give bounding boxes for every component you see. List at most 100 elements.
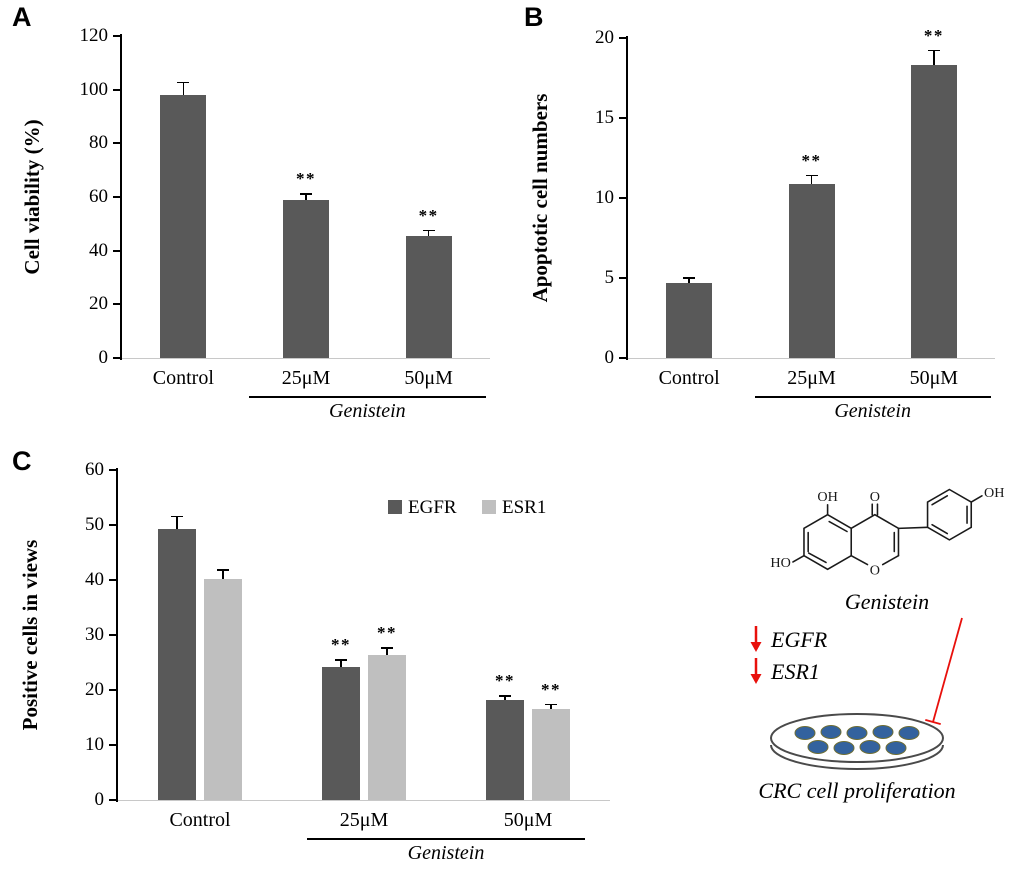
down-arrow-icon xyxy=(750,642,762,652)
error-bar-cap xyxy=(683,277,696,279)
treatment-group-label: Genistein xyxy=(407,842,485,864)
tick-mark xyxy=(619,357,628,359)
atom-oh-4prime: OH xyxy=(984,485,1004,501)
error-bar xyxy=(305,194,307,200)
y-tick-label: 60 xyxy=(89,186,108,207)
error-bar-cap xyxy=(805,174,818,177)
y-tick-label: 120 xyxy=(79,25,109,46)
x-axis-baseline xyxy=(122,358,490,359)
down-arrow-icon xyxy=(750,674,762,684)
tick-mark xyxy=(619,277,628,279)
significance-marker: ** xyxy=(801,150,822,170)
cell-icon xyxy=(846,726,868,740)
significance-marker: ** xyxy=(331,635,351,655)
panel-label-b: B xyxy=(524,2,544,32)
y-tick-label: 80 xyxy=(89,132,108,154)
panel-a-cell-viability-chart: A 0 20 40 60 80 100 120 Cell viability (%) Contr… xyxy=(0,0,510,446)
crc-cells xyxy=(794,725,920,755)
error-bar xyxy=(810,175,813,184)
mechanism-diagram-svg: OH O HO O OH Genistein EGFR ESR1 xyxy=(750,485,1005,803)
error-bar-cap xyxy=(381,647,393,649)
error-bar xyxy=(176,516,178,530)
mechanism-diagram: OH O HO O OH Genistein EGFR ESR1 xyxy=(625,446,1020,894)
bar xyxy=(368,655,406,800)
tick-mark xyxy=(619,117,628,119)
y-tick-label: 0 xyxy=(98,347,109,368)
tick-mark xyxy=(113,142,122,145)
bar xyxy=(204,579,242,800)
significance-marker: ** xyxy=(296,169,316,189)
tick-mark xyxy=(109,634,118,636)
panel-label-c: C xyxy=(12,446,32,476)
inhibition-bar xyxy=(925,719,941,725)
atom-o-ring: O xyxy=(870,563,880,579)
panel-b-apoptosis-chart: B 0 5 10 15 20 Apoptotic cell numbers Control *… xyxy=(510,0,1020,446)
error-bar xyxy=(504,696,506,701)
y-tick-label: 15 xyxy=(595,107,614,128)
tick-mark xyxy=(113,35,122,37)
error-bar-cap xyxy=(422,229,435,232)
y-tick-label: 10 xyxy=(595,187,614,208)
y-axis-title: Apoptotic cell numbers xyxy=(528,93,552,303)
significance-marker: ** xyxy=(377,623,397,643)
error-bar-cap xyxy=(545,703,557,706)
x-category-label: 50μM xyxy=(503,809,553,831)
significance-marker: ** xyxy=(418,205,439,225)
atom-ho-7: HO xyxy=(770,555,790,571)
bar xyxy=(486,700,524,800)
cell-icon xyxy=(833,741,855,755)
tick-mark xyxy=(109,744,118,746)
legend-swatch xyxy=(388,500,402,514)
error-bar-cap xyxy=(499,695,511,697)
group-underline xyxy=(754,396,991,398)
error-bar xyxy=(933,50,935,66)
esr1-label: ESR1 xyxy=(770,659,820,684)
bar xyxy=(160,95,207,358)
petri-dish-icon xyxy=(770,713,944,770)
y-tick-label: 30 xyxy=(85,624,104,645)
group-underline xyxy=(307,838,585,840)
error-bar-cap xyxy=(177,81,190,84)
error-bar-cap xyxy=(300,193,312,195)
error-bar xyxy=(222,570,224,580)
error-bar xyxy=(386,648,388,656)
y-tick-label: 60 xyxy=(85,459,104,480)
tick-mark xyxy=(619,37,628,39)
tick-mark xyxy=(109,469,118,471)
error-bar xyxy=(340,660,342,667)
inhibition-shaft xyxy=(932,617,963,723)
cell-icon xyxy=(820,725,842,739)
x-category-label: Control xyxy=(658,367,720,389)
dish-label: CRC cell proliferation xyxy=(758,778,955,803)
error-bar-cap xyxy=(171,515,183,518)
y-tick-label: 10 xyxy=(85,734,104,755)
group-underline xyxy=(249,396,486,398)
significance-marker: ** xyxy=(495,671,515,691)
error-bar xyxy=(427,230,430,236)
bar xyxy=(283,199,329,358)
x-category-label: 25μM xyxy=(787,367,836,389)
legend-label: EGFR xyxy=(408,497,457,518)
error-bar-cap xyxy=(335,659,347,661)
x-category-label: 50μM xyxy=(404,367,453,389)
error-bar-cap xyxy=(217,569,229,571)
y-axis-title: Cell viability (%) xyxy=(20,119,44,275)
x-axis-baseline xyxy=(118,800,610,801)
panel-label-a: A xyxy=(12,2,32,32)
genistein-structure-icon xyxy=(792,488,983,571)
bar xyxy=(666,282,713,358)
treatment-group-label: Genistein xyxy=(329,400,406,422)
cell-icon xyxy=(859,740,881,754)
atom-oh-5: OH xyxy=(817,489,837,505)
x-category-label: 25μM xyxy=(281,367,331,389)
y-tick-label: 40 xyxy=(89,239,108,261)
tick-mark xyxy=(113,357,122,359)
tick-mark xyxy=(113,303,122,306)
tick-mark xyxy=(109,524,118,526)
downregulation-arrows xyxy=(750,626,762,684)
legend-label: ESR1 xyxy=(502,497,547,518)
tick-mark xyxy=(109,579,118,581)
significance-marker: ** xyxy=(541,679,561,699)
tick-mark xyxy=(109,689,118,691)
